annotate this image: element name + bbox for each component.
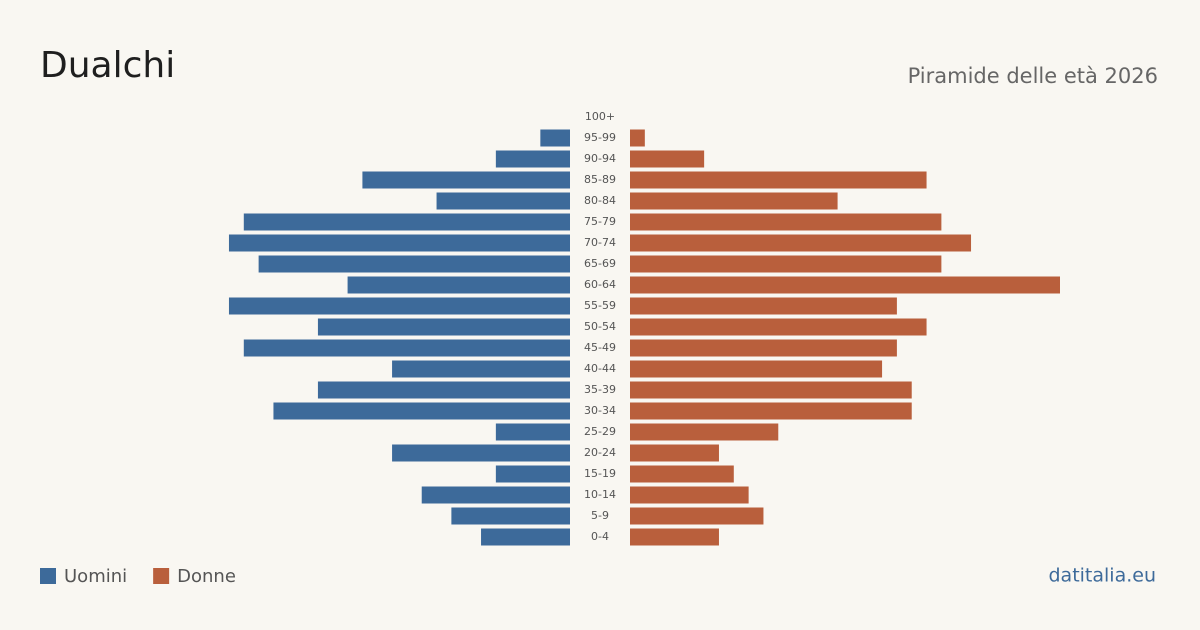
male-bar (317, 381, 570, 399)
male-bar (243, 213, 571, 231)
chart-subtitle: Piramide delle età 2026 (908, 64, 1158, 88)
female-bar (630, 444, 719, 462)
age-label: 75-79 (584, 215, 616, 228)
male-bar (421, 486, 570, 504)
female-bar (630, 402, 912, 420)
female-bar (630, 528, 719, 546)
female-bar (630, 213, 942, 231)
female-bar (630, 507, 764, 525)
age-label: 0-4 (591, 530, 609, 543)
age-label: 30-34 (584, 404, 616, 417)
male-bar (243, 339, 571, 357)
age-label: 10-14 (584, 488, 616, 501)
male-bar (228, 297, 570, 315)
age-label: 15-19 (584, 467, 616, 480)
male-bar (362, 171, 570, 189)
legend-label: Uomini (64, 566, 127, 587)
male-bar (258, 255, 570, 273)
female-bar (630, 171, 927, 189)
male-bar (347, 276, 570, 294)
female-bar (630, 339, 897, 357)
chart-title: Dualchi (40, 45, 175, 86)
male-bar (317, 318, 570, 336)
age-label: 55-59 (584, 299, 616, 312)
female-bar (630, 423, 779, 441)
female-bar (630, 297, 897, 315)
age-label: 50-54 (584, 320, 616, 333)
age-label: 45-49 (584, 341, 616, 354)
age-label: 85-89 (584, 173, 616, 186)
legend-swatch (153, 568, 170, 584)
female-bar (630, 318, 927, 336)
age-label: 80-84 (584, 194, 616, 207)
age-label: 60-64 (584, 278, 616, 291)
male-bar (436, 192, 570, 210)
age-label: 70-74 (584, 236, 616, 249)
legend-swatch (40, 568, 56, 584)
male-bar (481, 528, 570, 546)
male-bar (495, 423, 570, 441)
female-bar (630, 255, 942, 273)
age-label: 90-94 (584, 152, 616, 165)
female-bar (630, 234, 972, 252)
age-label: 65-69 (584, 257, 616, 270)
age-label: 35-39 (584, 383, 616, 396)
male-bar (540, 129, 570, 147)
age-label: 25-29 (584, 425, 616, 438)
female-bar (630, 486, 749, 504)
age-label: 95-99 (584, 131, 616, 144)
age-label: 40-44 (584, 362, 616, 375)
female-bar (630, 150, 705, 168)
male-bar (451, 507, 570, 525)
male-bar (273, 402, 570, 420)
source: datitalia.eu (1049, 565, 1157, 587)
female-bar (630, 129, 645, 147)
female-bar (630, 465, 734, 483)
male-bar (392, 360, 570, 378)
male-bar (228, 234, 570, 252)
legend-label: Donne (177, 566, 236, 587)
age-label: 5-9 (591, 509, 609, 522)
female-bar (630, 276, 1060, 294)
age-label: 20-24 (584, 446, 616, 459)
male-bar (392, 444, 570, 462)
female-bar (630, 192, 838, 210)
female-bar (630, 360, 883, 378)
male-bar (495, 465, 570, 483)
male-bar (495, 150, 570, 168)
female-bar (630, 381, 912, 399)
age-label: 100+ (585, 110, 615, 123)
